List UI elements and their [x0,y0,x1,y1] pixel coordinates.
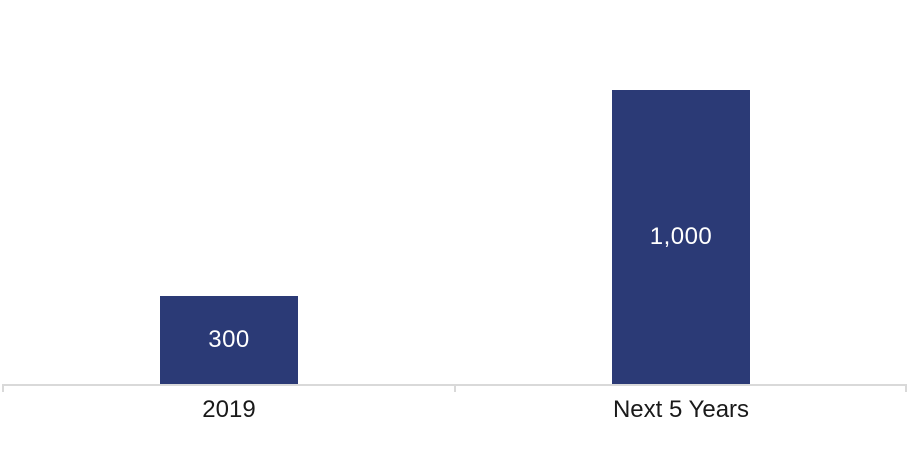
x-axis-tick-left [2,384,4,392]
bar-2019: 300 [160,296,298,384]
bar-value-label-2019: 300 [208,326,250,353]
category-label-2019: 2019 [202,396,256,423]
x-axis-tick-right [905,384,907,392]
bar-value-label-next-5-years: 1,000 [649,223,713,250]
category-label-next-5-years: Next 5 Years [612,396,750,423]
bar-next-5-years: 1,000 [612,90,750,384]
x-axis-tick-middle [454,384,456,392]
